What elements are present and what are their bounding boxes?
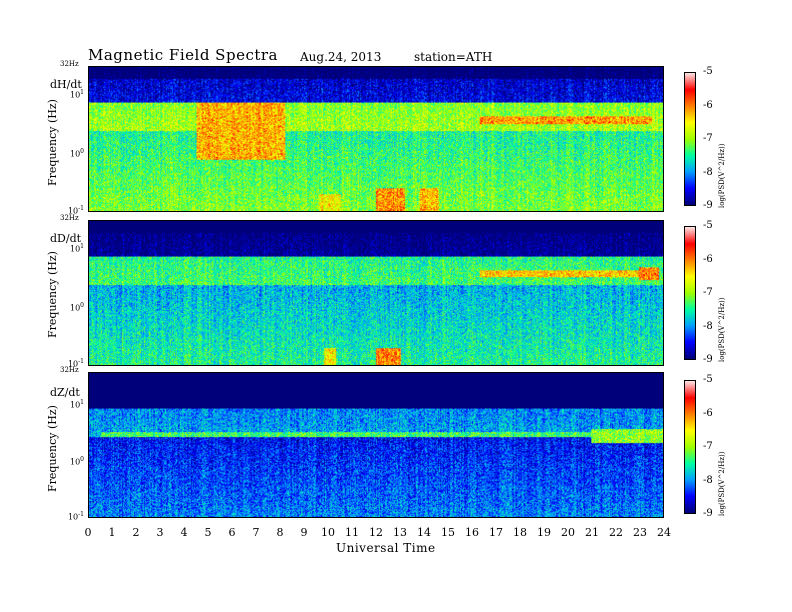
y-tick-label: 101 <box>69 89 84 100</box>
x-tick-label: 4 <box>180 526 188 539</box>
x-tick-label: 6 <box>228 526 236 539</box>
panel-label-dh: dH/dt <box>50 78 82 91</box>
y-tick-label: 100 <box>69 148 84 159</box>
colorbar-tick-label: -6 <box>703 99 713 111</box>
colorbar-tick-label: -5 <box>703 66 713 77</box>
x-tick-label: 2 <box>132 526 140 539</box>
x-tick-label: 8 <box>276 526 284 539</box>
chart-date: Aug.24, 2013 <box>300 50 382 64</box>
spectrogram-panel-dh <box>88 66 664 212</box>
x-tick-label: 15 <box>441 526 455 539</box>
y-tick-label: 101 <box>69 243 84 254</box>
colorbar-tick-label: -8 <box>703 166 713 178</box>
colorbar-dd <box>684 226 696 360</box>
x-tick-label: 9 <box>300 526 308 539</box>
x-tick-label: 23 <box>633 526 647 539</box>
y-axis-label-dd: Frequency (Hz) <box>46 251 59 338</box>
spectrogram-dd-canvas <box>89 221 663 365</box>
chart-station: station=ATH <box>414 50 493 64</box>
colorbar-label-dz: log(PSD(V^2/Hz)) <box>718 451 726 516</box>
x-tick-label: 7 <box>252 526 260 539</box>
colorbar-tick-label: -5 <box>703 374 713 385</box>
y-tick-label: 10-1 <box>67 205 84 216</box>
x-tick-label: 13 <box>393 526 407 539</box>
y-tick-label: 100 <box>69 456 84 467</box>
chart-title: Magnetic Field Spectra <box>88 46 278 64</box>
x-tick-label: 11 <box>345 526 359 539</box>
colorbar-tick-label: -9 <box>703 200 713 211</box>
colorbar-label-dd: log(PSD(V^2/Hz)) <box>718 297 726 362</box>
y-tick-label: 10-1 <box>67 511 84 522</box>
colorbar-tick-label: -8 <box>703 320 713 332</box>
colorbar-dh <box>684 72 696 206</box>
x-tick-label: 0 <box>84 526 92 539</box>
colorbar-tick-label: -7 <box>703 133 713 144</box>
colorbar-tick-label: -6 <box>703 407 713 419</box>
spectrogram-dz-canvas <box>89 373 663 517</box>
x-tick-label: 20 <box>561 526 575 539</box>
x-tick-label: 19 <box>537 526 551 539</box>
x-tick-label: 12 <box>369 526 383 539</box>
colorbar-tick-label: -5 <box>703 220 713 231</box>
x-tick-label: 16 <box>465 526 479 539</box>
spectrogram-panel-dz <box>88 372 664 518</box>
y-tick-label: 101 <box>69 399 84 410</box>
x-tick-label: 17 <box>489 526 503 539</box>
x-tick-label: 18 <box>513 526 527 539</box>
y-axis-label-dz: Frequency (Hz) <box>46 405 59 492</box>
spectrogram-dh-canvas <box>89 67 663 211</box>
panel-label-dd: dD/dt <box>50 232 82 245</box>
colorbar-tick-label: -6 <box>703 253 713 265</box>
colorbar-tick-label: -9 <box>703 508 713 519</box>
colorbar-dz <box>684 380 696 514</box>
x-tick-label: 21 <box>585 526 599 539</box>
y-axis-label-dh: Frequency (Hz) <box>46 99 59 186</box>
colorbar-tick-label: -8 <box>703 474 713 486</box>
x-tick-label: 14 <box>417 526 431 539</box>
y-tick-label: 10-1 <box>67 358 84 369</box>
y-top-label-dz: 32Hz <box>60 366 79 374</box>
colorbar-tick-label: -9 <box>703 354 713 365</box>
colorbar-tick-label: -7 <box>703 287 713 298</box>
x-tick-label: 3 <box>156 526 164 539</box>
x-tick-label: 5 <box>204 526 212 539</box>
y-top-label-dh: 32Hz <box>60 60 79 68</box>
spectrogram-panel-dd <box>88 220 664 366</box>
x-tick-label: 22 <box>609 526 623 539</box>
y-tick-label: 100 <box>69 302 84 313</box>
x-tick-label: 24 <box>657 526 671 539</box>
x-tick-label: 10 <box>321 526 335 539</box>
x-axis-label: Universal Time <box>336 541 436 555</box>
colorbar-tick-label: -7 <box>703 441 713 452</box>
colorbar-label-dh: log(PSD(V^2/Hz)) <box>718 143 726 208</box>
y-top-label-dd: 32Hz <box>60 214 79 222</box>
panel-label-dz: dZ/dt <box>50 386 80 399</box>
x-tick-label: 1 <box>108 526 116 539</box>
